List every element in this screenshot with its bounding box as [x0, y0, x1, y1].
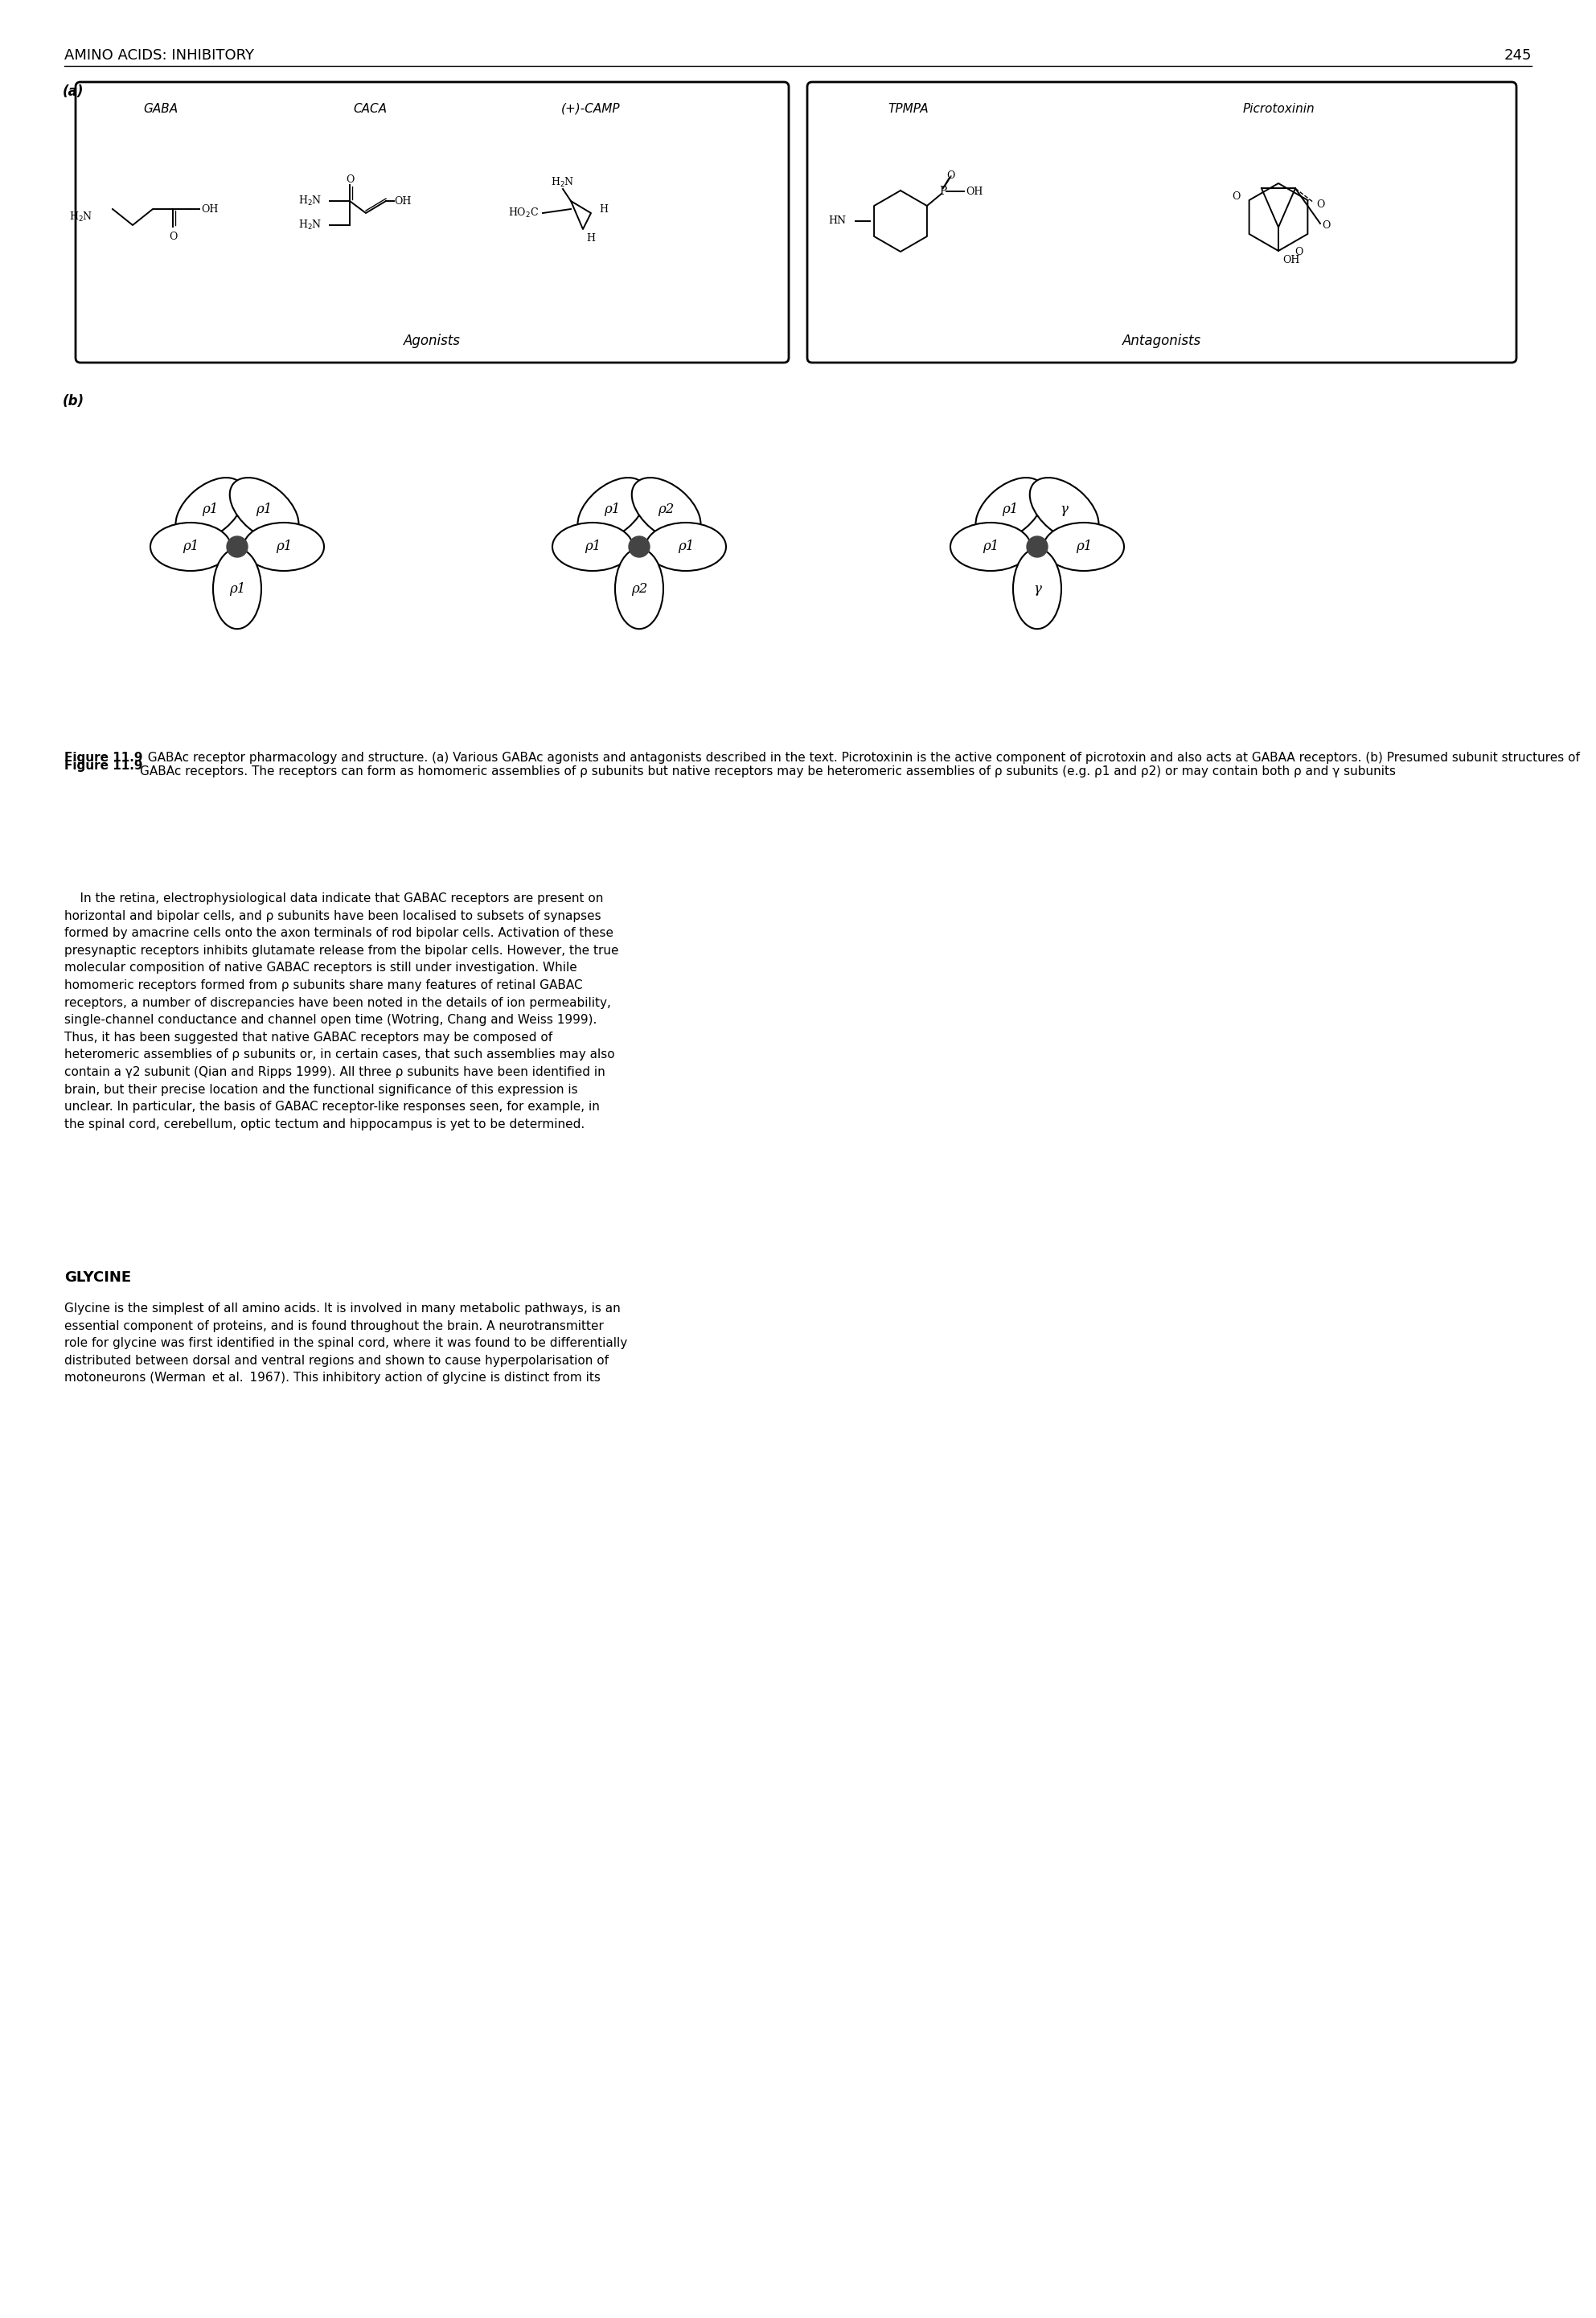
- Text: Figure 11.9: Figure 11.9: [64, 760, 142, 772]
- Text: HO$_2$C: HO$_2$C: [508, 206, 539, 220]
- Ellipse shape: [150, 522, 231, 570]
- Ellipse shape: [646, 522, 726, 570]
- Text: H$_2$N: H$_2$N: [298, 218, 322, 232]
- Text: ρ1: ρ1: [983, 540, 999, 554]
- Text: ρ1: ρ1: [255, 503, 273, 517]
- Circle shape: [629, 535, 650, 556]
- Text: HN: HN: [828, 216, 846, 227]
- Text: γ: γ: [1033, 582, 1041, 596]
- Text: GLYCINE: GLYCINE: [64, 1270, 131, 1284]
- Text: O: O: [1321, 220, 1329, 229]
- Text: ρ1: ρ1: [1002, 503, 1018, 517]
- Text: OH: OH: [201, 204, 219, 213]
- Text: Figure 11.9: Figure 11.9: [64, 751, 142, 765]
- Ellipse shape: [578, 478, 646, 540]
- Text: OH: OH: [966, 185, 983, 197]
- Text: Antagonists: Antagonists: [1122, 334, 1202, 348]
- Text: (b): (b): [62, 394, 85, 408]
- Text: ρ1: ρ1: [182, 540, 200, 554]
- Ellipse shape: [1029, 478, 1098, 540]
- FancyBboxPatch shape: [75, 81, 788, 362]
- Text: ρ1: ρ1: [276, 540, 292, 554]
- Text: TPMPA: TPMPA: [889, 102, 929, 116]
- Ellipse shape: [975, 478, 1045, 540]
- Ellipse shape: [230, 478, 298, 540]
- Text: O: O: [1294, 246, 1302, 257]
- Text: H$_2$N: H$_2$N: [69, 211, 93, 223]
- Ellipse shape: [244, 522, 324, 570]
- Text: ρ1: ρ1: [203, 503, 219, 517]
- Text: AMINO ACIDS: INHIBITORY: AMINO ACIDS: INHIBITORY: [64, 49, 254, 63]
- Ellipse shape: [614, 549, 664, 628]
- Text: ρ1: ρ1: [228, 582, 246, 596]
- Text: GABAc receptor pharmacology and structure. (a) Various GABAc agonists and antago: GABAc receptor pharmacology and structur…: [140, 751, 1580, 779]
- Ellipse shape: [1013, 549, 1061, 628]
- Text: H: H: [598, 204, 608, 213]
- Text: (a): (a): [62, 83, 85, 100]
- Text: O: O: [346, 174, 354, 185]
- Text: ρ1: ρ1: [678, 540, 694, 554]
- Text: O: O: [946, 169, 956, 181]
- Text: ρ1: ρ1: [1076, 540, 1092, 554]
- Text: H$_2$N: H$_2$N: [551, 176, 575, 190]
- Text: OH: OH: [394, 195, 412, 206]
- Circle shape: [227, 535, 247, 556]
- FancyBboxPatch shape: [808, 81, 1516, 362]
- Text: O: O: [1317, 199, 1325, 211]
- Circle shape: [1026, 535, 1047, 556]
- Text: Glycine is the simplest of all amino acids. It is involved in many metabolic pat: Glycine is the simplest of all amino aci…: [64, 1303, 627, 1384]
- Text: O: O: [169, 232, 177, 241]
- Text: H$_2$N: H$_2$N: [298, 195, 322, 209]
- Text: In the retina, electrophysiological data indicate that GABAC receptors are prese: In the retina, electrophysiological data…: [64, 892, 619, 1131]
- Ellipse shape: [950, 522, 1031, 570]
- Ellipse shape: [632, 478, 701, 540]
- Text: 245: 245: [1503, 49, 1532, 63]
- Text: γ: γ: [1060, 503, 1068, 517]
- Ellipse shape: [552, 522, 632, 570]
- Ellipse shape: [176, 478, 244, 540]
- Ellipse shape: [214, 549, 262, 628]
- Text: Agonists: Agonists: [404, 334, 460, 348]
- Text: P: P: [940, 185, 946, 197]
- Text: O: O: [1232, 192, 1240, 202]
- Text: ρ2: ρ2: [630, 582, 648, 596]
- Text: ρ2: ρ2: [658, 503, 675, 517]
- Text: CACA: CACA: [353, 102, 386, 116]
- Text: ρ1: ρ1: [584, 540, 600, 554]
- Text: Picrotoxinin: Picrotoxinin: [1242, 102, 1315, 116]
- Text: ρ1: ρ1: [603, 503, 621, 517]
- Ellipse shape: [1044, 522, 1124, 570]
- Text: OH: OH: [1283, 255, 1299, 264]
- Text: H: H: [587, 234, 595, 243]
- Text: (+)-CAMP: (+)-CAMP: [562, 102, 621, 116]
- Text: GABA: GABA: [144, 102, 179, 116]
